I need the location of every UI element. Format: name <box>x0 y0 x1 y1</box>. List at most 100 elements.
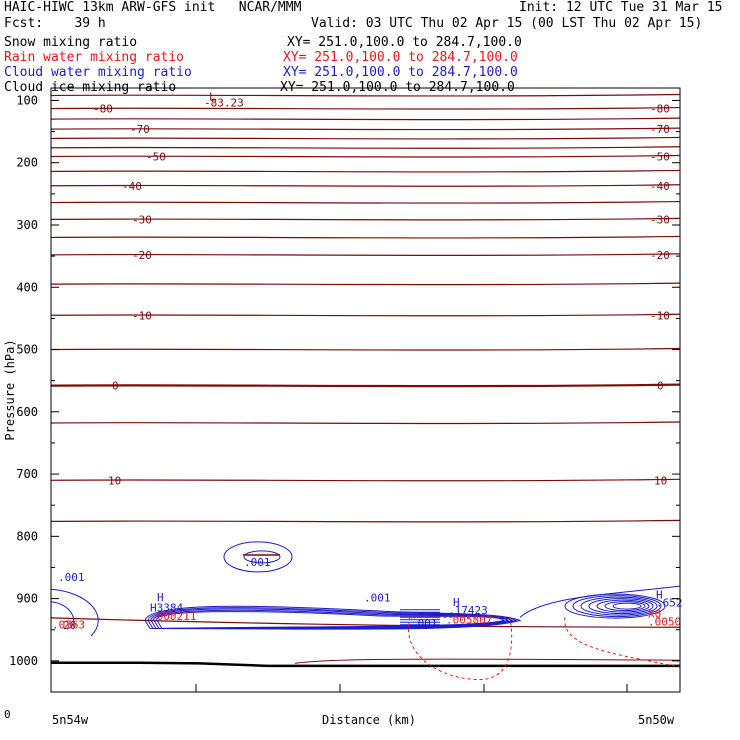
temperature-contour-label: -80 <box>650 103 670 116</box>
rain-water-contour <box>564 617 681 668</box>
x-axis-label: Distance (km) <box>322 713 416 727</box>
rain-water-contour <box>408 616 513 681</box>
temperature-contour-line <box>50 217 681 221</box>
temperature-contour-line <box>50 184 681 187</box>
y-tick-label: 100 <box>16 93 38 107</box>
cloud-water-contour <box>50 588 99 637</box>
x-left-location: 5n54w <box>52 713 89 727</box>
cloud-water-contour <box>50 601 74 629</box>
y-tick-label: 900 <box>16 592 38 606</box>
contour-annotation: .001 <box>364 592 391 605</box>
valid-time: Valid: 03 UTC Thu 02 Apr 15 (00 LST Thu … <box>311 16 703 31</box>
cloud-water-contour <box>612 602 642 610</box>
temperature-contour-line <box>50 93 681 97</box>
contour-annotation: H <box>453 596 460 609</box>
cloud-water-contour <box>588 598 654 615</box>
field-snow-xy: XY= 251.0,100.0 to 284.7,100.0 <box>287 35 522 50</box>
plot-title: HAIC-HIWC 13km ARW-GFS init NCAR/MMM <box>4 0 302 15</box>
temperature-contour-label: -20 <box>650 249 670 262</box>
cloud-water-contour <box>153 609 510 629</box>
x-tick-zero: 0 <box>4 708 11 721</box>
contour-annotation: .001 <box>244 556 271 569</box>
y-tick-label: 200 <box>16 156 38 170</box>
temperature-contour-line <box>50 253 681 256</box>
cloud-water-contour <box>572 595 662 618</box>
cloud-water-contour <box>596 599 650 613</box>
temperature-contour-line <box>50 383 681 388</box>
contour-annotation: .17423 <box>448 604 488 617</box>
contour-annotation: .652 <box>656 597 683 610</box>
temperature-contour-line <box>50 478 681 482</box>
cloud-water-contour <box>580 596 658 616</box>
temperature-contour-line <box>50 200 681 204</box>
temperature-contour-label: 10 <box>108 474 121 487</box>
cloud-water-contour <box>564 593 666 619</box>
contour-annotation: X0 <box>648 607 661 620</box>
temperature-contour-line <box>50 154 681 158</box>
contour-annotation: H <box>157 591 164 604</box>
y-tick-label: 500 <box>16 343 38 357</box>
temperature-contour-label: -30 <box>132 213 152 226</box>
minimum-marker: L <box>209 90 216 103</box>
y-tick-label: 800 <box>16 529 38 543</box>
cloud-water-contour <box>243 550 281 564</box>
cloud-water-contour <box>604 601 646 612</box>
minimum-value: -83.23 <box>204 97 244 110</box>
temperature-contour-label: 0 <box>657 380 664 393</box>
temperature-contour-label: 0 <box>112 380 119 393</box>
temperature-contour-line <box>50 313 681 317</box>
forecast-hour: Fcst: 39 h <box>4 16 106 31</box>
field-cloudwater-xy: XY= 251.0,100.0 to 284.7,100.0 <box>283 65 518 80</box>
contour-annotation: .005807 <box>446 614 492 627</box>
temperature-contour-label: -10 <box>132 309 152 322</box>
y-tick-label: 300 <box>16 218 38 232</box>
cloud-water-contour <box>150 608 514 629</box>
temperature-contour-label: -10 <box>650 309 670 322</box>
contour-annotation: H <box>656 589 663 602</box>
temperature-contour-line <box>50 117 681 121</box>
y-tick-label: 400 <box>16 280 38 294</box>
y-tick-label: 1000 <box>9 654 38 668</box>
plot-frame <box>50 87 681 693</box>
field-cloudwater-name: Cloud water mixing ratio <box>4 65 192 80</box>
temperature-contour-line <box>50 136 681 140</box>
contour-annotation: .0050 <box>648 615 681 628</box>
field-rain-xy: XY= 251.0,100.0 to 284.7,100.0 <box>283 50 518 65</box>
temperature-contour-label: -70 <box>650 123 670 136</box>
temperature-contour-label: -50 <box>650 150 670 163</box>
field-snow-name: Snow mixing ratio <box>4 35 138 50</box>
temperature-contour-label: -40 <box>122 180 142 193</box>
contour-annotation: H3384 <box>150 602 183 615</box>
temperature-contour-line <box>50 169 681 173</box>
contour-annotation: .000211 <box>150 610 196 623</box>
temperature-contour-line <box>294 658 681 664</box>
contour-annotation: .001 <box>58 571 85 584</box>
x-right-location: 5n50w <box>638 713 675 727</box>
field-rain-name: Rain water mixing ratio <box>4 50 185 65</box>
temperature-contour-line <box>50 519 681 523</box>
init-time: Init: 12 UTC Tue 31 Mar 15 <box>519 0 723 15</box>
terrain-line <box>51 661 680 668</box>
cloud-water-contour <box>223 541 293 573</box>
cloud-water-contour <box>156 611 505 629</box>
temperature-contour-label: -30 <box>650 213 670 226</box>
temperature-contour-line <box>50 347 681 351</box>
temperature-contour-line <box>50 127 681 131</box>
y-tick-label: 600 <box>16 405 38 419</box>
contour-annotation: .001 <box>411 617 438 630</box>
y-tick-label: 700 <box>16 467 38 481</box>
temperature-contour-label: 10 <box>654 474 667 487</box>
cloud-water-contour <box>144 605 522 630</box>
temperature-contour-line <box>50 421 681 425</box>
temperature-contour-line <box>50 106 681 110</box>
temperature-contour-label: -40 <box>650 180 670 193</box>
temperature-contour-line <box>50 146 681 149</box>
temperature-contour-label: -20 <box>132 249 152 262</box>
contour-annotation: .0763 <box>52 618 85 631</box>
y-axis-label: Pressure (hPa) <box>3 339 17 440</box>
temperature-contour-label: -80 <box>93 103 113 116</box>
temperature-contour-label: -70 <box>130 123 150 136</box>
temperature-contour-line <box>50 282 681 286</box>
